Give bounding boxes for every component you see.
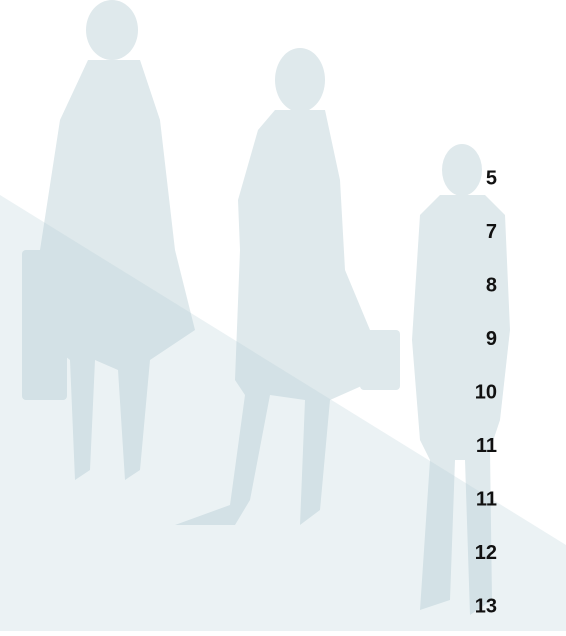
page-number: 13 (475, 595, 497, 617)
page-number: 12 (475, 542, 497, 564)
page-number: 10 (475, 381, 497, 403)
page-number: 8 (486, 274, 497, 296)
page-number: 5 (486, 167, 497, 189)
silhouette-head (86, 0, 138, 60)
page-number: 7 (486, 221, 497, 243)
page-number: 11 (476, 488, 497, 510)
page-number: 11 (476, 435, 497, 457)
page: 5 7 8 9 10 11 11 12 13 (0, 0, 566, 631)
silhouette-bag (360, 330, 400, 390)
silhouette-head (275, 48, 325, 112)
page-number: 9 (486, 328, 497, 350)
silhouette-head (442, 144, 482, 196)
